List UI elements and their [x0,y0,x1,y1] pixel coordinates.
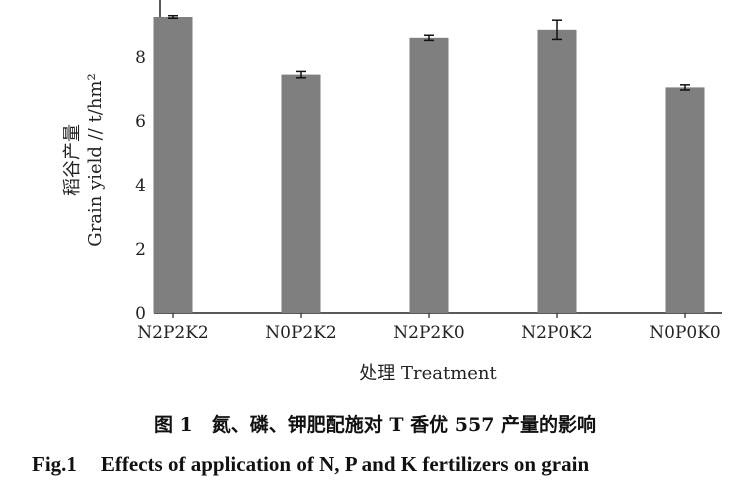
y-tick-label: 6 [135,112,146,132]
bar [665,87,705,314]
y-tick-label: 8 [135,48,146,68]
bar [153,17,193,313]
x-axis-title: 处理 Treatment [359,363,497,384]
figure-caption-cn: 图 1 氮、磷、钾肥配施对 T 香优 557 产量的影响 [153,414,597,436]
x-tick-label: N2P2K2 [137,323,208,343]
figure-caption-text: Effects of application of N, P and K fer… [100,452,590,476]
figure-label: Fig.1 [32,452,77,476]
y-tick-label: 0 [135,304,146,324]
bar-chart: 0 2 4 6 8 10 N2P2K2 N0P2K2 N2P2K0 N2P0K2 N0P0K0 稻谷… [62,0,722,384]
figure-caption-en: Fig.1 Effects of application of N, P and … [32,452,589,477]
x-tick-label: N0P0K0 [649,323,720,343]
x-tick-label: N2P2K0 [393,323,464,343]
bar [409,37,449,314]
x-tick-label: N2P0K2 [521,323,592,343]
y-axis-title-cn: 稻谷产量 [62,124,83,196]
y-axis-title-en: Grain yield // t/hm² [85,73,106,246]
bar [281,74,321,313]
y-tick-label: 10 [124,0,146,4]
bar [537,29,577,314]
y-tick-label: 4 [135,176,146,196]
x-tick-label: N0P2K2 [265,323,336,343]
y-tick-label: 2 [135,240,146,260]
plot-area: 0 2 4 6 8 10 N2P2K2 N0P2K2 N2P2K0 N2P0K2 N0P0K0 [124,0,722,343]
